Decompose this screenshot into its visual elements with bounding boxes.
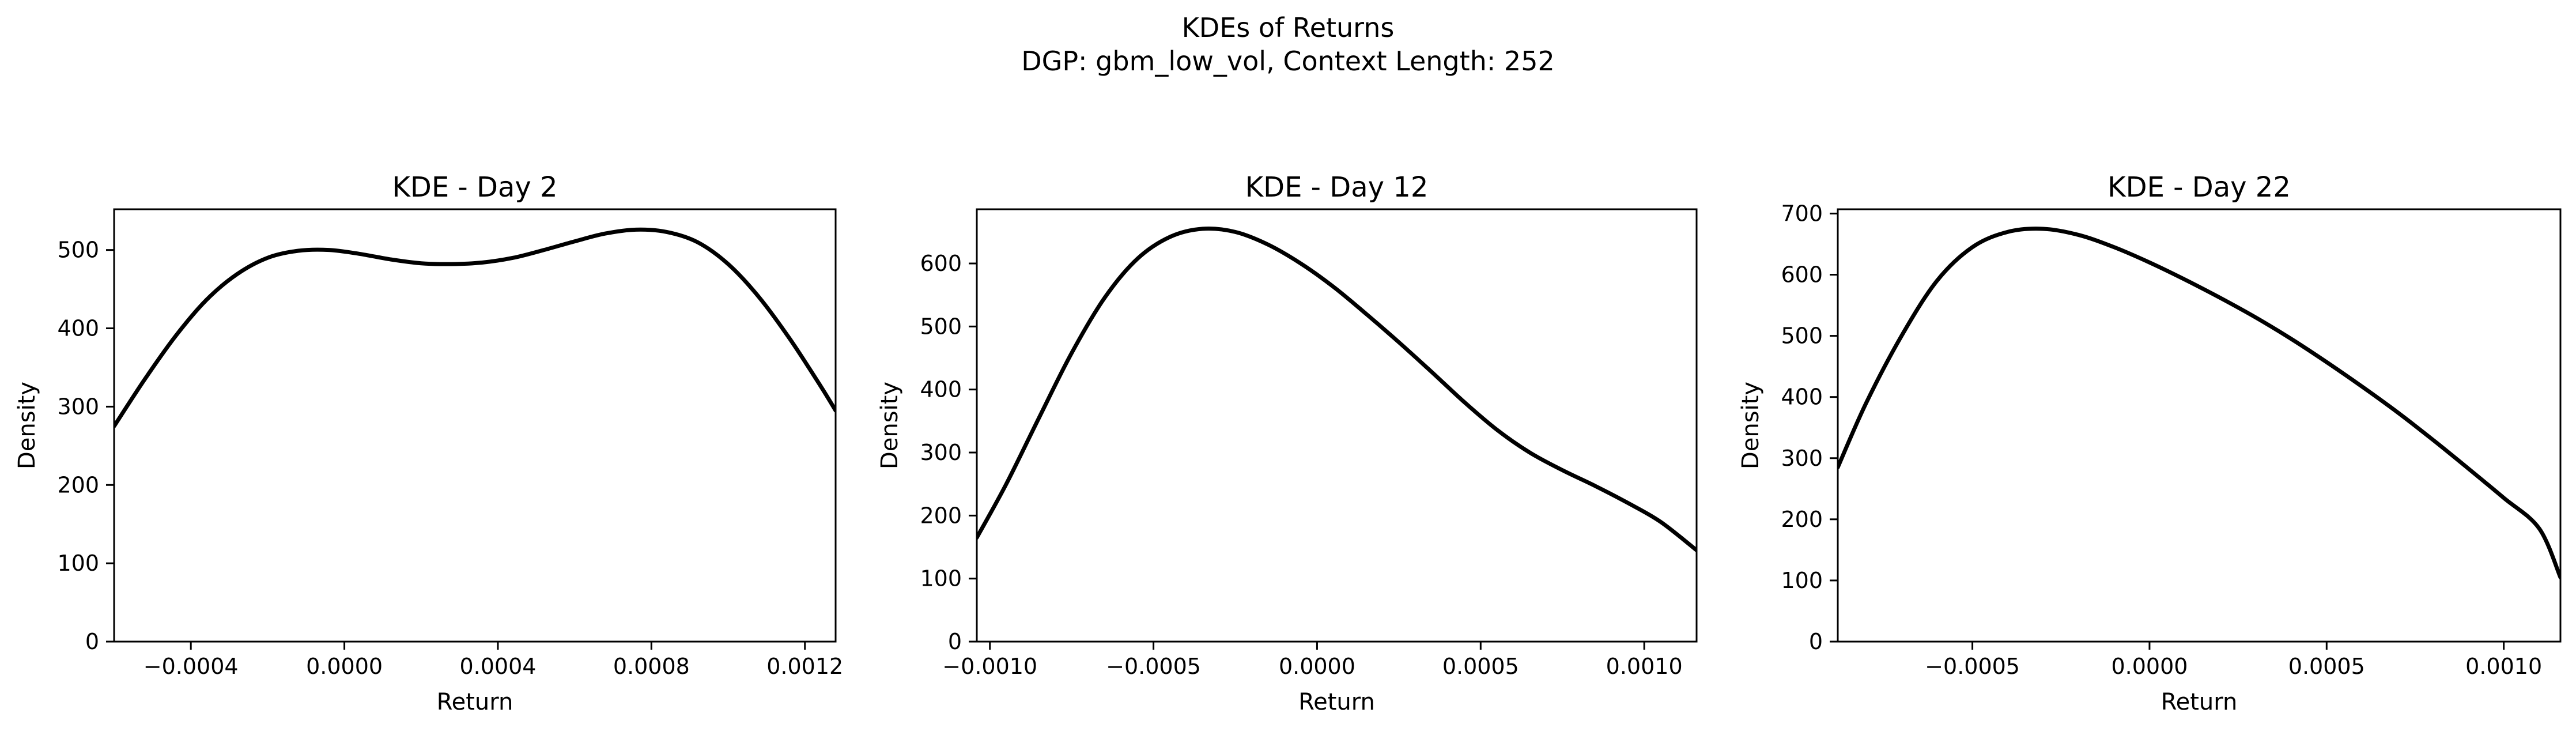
panel-2-y-tick-label: 400 — [920, 377, 962, 402]
panel-2-title: KDE - Day 12 — [1245, 171, 1429, 203]
panel-3-x-tick-label: 0.0005 — [2288, 654, 2365, 679]
panel-2-y-tick-label: 300 — [920, 440, 962, 465]
panel-1-y-tick-label: 0 — [85, 629, 99, 654]
panel-1-x-tick-label: 0.0000 — [306, 654, 383, 679]
panel-1-x-tick-label: 0.0012 — [766, 654, 843, 679]
panel-1-y-tick-label: 100 — [57, 551, 99, 576]
panel-2-y-tick-label: 0 — [948, 629, 962, 654]
panel-1-y-tick-label: 500 — [57, 238, 99, 263]
panel-2-x-tick-label: −0.0005 — [1106, 654, 1201, 679]
figure-subtitle: DGP: gbm_low_vol, Context Length: 252 — [1021, 46, 1554, 77]
panel-3-plot-frame — [1837, 208, 2562, 643]
panel-2-y-tick-label: 200 — [920, 503, 962, 528]
panel-3-y-tick-label: 300 — [1781, 446, 1823, 471]
panel-3-kde-line — [1838, 227, 2560, 580]
panel-1-kde-line — [114, 227, 836, 428]
panel-1-y-axis-label: Density — [14, 382, 40, 469]
panel-3-x-tick-label: 0.0010 — [2465, 654, 2542, 679]
panel-3-x-tick-label: 0.0000 — [2111, 654, 2188, 679]
panel-3-y-tick-label: 0 — [1809, 629, 1823, 654]
panel-2-kde-line — [977, 226, 1697, 552]
kde-panel-day-2: KDE - Day 2 −0.0004 0.0000 0.0004 0.0008 0.00… — [14, 171, 843, 715]
panel-3-x-tick-label: −0.0005 — [1925, 654, 2020, 679]
panel-3-y-tick-label: 600 — [1781, 262, 1823, 288]
panel-1-x-tick-label: −0.0004 — [143, 654, 239, 679]
kde-panel-day-12: KDE - Day 12 −0.0010 −0.0005 0.0000 0.0005 0.… — [877, 171, 1698, 715]
panel-2-x-tick-label: 0.0010 — [1606, 654, 1683, 679]
panel-2-y-axis-label: Density — [877, 382, 903, 469]
panel-1-y-tick-label: 300 — [57, 394, 99, 419]
panel-3-y-tick-label: 100 — [1781, 568, 1823, 593]
panel-2-plot-frame — [976, 208, 1698, 643]
panel-3-y-tick-label: 700 — [1781, 201, 1823, 226]
panel-2-x-tick-label: 0.0005 — [1442, 654, 1519, 679]
panel-2-y-tick-label: 500 — [920, 314, 962, 339]
panel-3-x-axis-label: Return — [2161, 689, 2238, 715]
panel-3-title: KDE - Day 22 — [2107, 171, 2291, 203]
figure-title: KDEs of Returns — [1182, 12, 1395, 43]
panel-1-x-axis-label: Return — [437, 689, 513, 715]
panel-1-y-tick-label: 400 — [57, 316, 99, 341]
panel-3-y-tick-label: 400 — [1781, 385, 1823, 410]
panel-1-title: KDE - Day 2 — [392, 171, 557, 203]
panel-1-plot-frame — [113, 208, 837, 643]
panel-1-x-tick-label: 0.0008 — [613, 654, 690, 679]
panel-2-x-tick-label: 0.0000 — [1279, 654, 1355, 679]
panel-3-y-tick-label: 200 — [1781, 507, 1823, 532]
panel-2-y-tick-label: 100 — [920, 566, 962, 591]
panel-1-y-tick-label: 200 — [57, 472, 99, 497]
panel-2-x-tick-label: −0.0010 — [942, 654, 1037, 679]
kde-panel-day-22: KDE - Day 22 −0.0005 0.0000 0.0005 0.0010 0 10… — [1738, 171, 2562, 715]
panel-2-y-tick-label: 600 — [920, 251, 962, 276]
panel-2-x-axis-label: Return — [1298, 689, 1375, 715]
panel-3-y-tick-label: 500 — [1781, 323, 1823, 349]
panel-1-x-tick-label: 0.0004 — [459, 654, 536, 679]
panel-3-y-axis-label: Density — [1738, 382, 1764, 469]
